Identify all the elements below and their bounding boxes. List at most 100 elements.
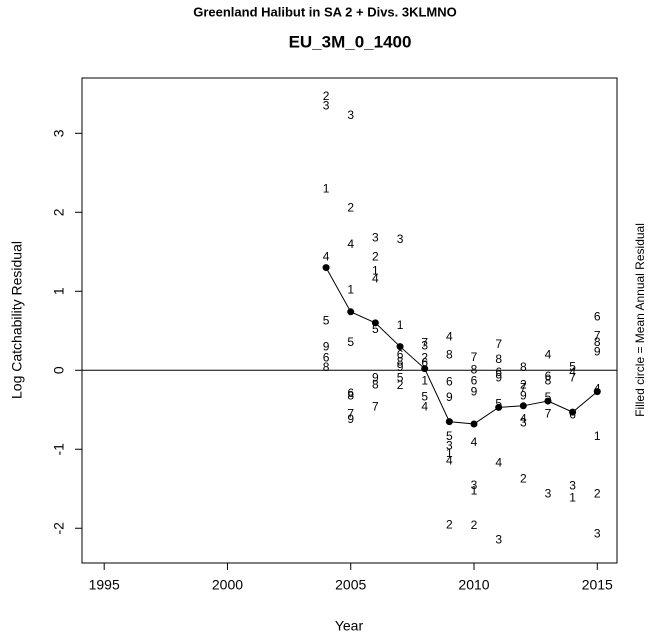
residual-label: 5 [569, 359, 576, 373]
residual-label: 7 [372, 400, 379, 414]
residual-label: 6 [397, 347, 404, 361]
residual-label: 6 [594, 310, 601, 324]
residual-label: 2 [594, 486, 601, 500]
residual-label: 7 [421, 336, 428, 350]
residual-label: 6 [347, 386, 354, 400]
residual-label: 3 [569, 479, 576, 493]
residual-label: 1 [569, 490, 576, 504]
residual-label: 1 [471, 483, 478, 497]
residual-label: 3 [495, 532, 502, 546]
residual-label: 1 [421, 373, 428, 387]
mean-point [347, 308, 355, 316]
residual-label: 4 [545, 347, 552, 361]
residual-label: 5 [545, 390, 552, 404]
residual-label: 2 [471, 518, 478, 532]
residual-label: 9 [397, 360, 404, 374]
residual-label: 6 [446, 374, 453, 388]
residual-label: 5 [446, 429, 453, 443]
residual-label: 4 [446, 329, 453, 343]
residual-label: 2 [421, 351, 428, 365]
mean-point [569, 408, 577, 416]
y-tick-label: 2 [51, 208, 67, 216]
chart-subtitle: EU_3M_0_1400 [289, 32, 412, 51]
residual-label: 5 [347, 335, 354, 349]
residual-label: 1 [372, 264, 379, 278]
x-tick-label: 2005 [335, 577, 366, 593]
right-note: Filled circle = Mean Annual Residual [633, 223, 647, 417]
residual-label: 5 [495, 396, 502, 410]
residual-label: 2 [323, 89, 330, 103]
mean-point [470, 420, 478, 428]
residual-label: 4 [495, 456, 502, 470]
residual-label: 8 [594, 335, 601, 349]
mean-point [421, 365, 429, 373]
mean-point [519, 402, 527, 410]
residual-label: 8 [545, 373, 552, 387]
residual-label: 8 [372, 377, 379, 391]
residual-label: 6 [421, 355, 428, 369]
residual-label: 2 [372, 249, 379, 263]
residual-label: 8 [520, 360, 527, 374]
residual-label: 5 [372, 322, 379, 336]
residual-label: 4 [323, 249, 330, 263]
residual-label: 9 [520, 389, 527, 403]
mean-point [371, 319, 379, 327]
residual-label: 7 [520, 381, 527, 395]
mean-point [593, 388, 601, 396]
residual-label: 7 [471, 350, 478, 364]
residual-label: 3 [446, 438, 453, 452]
residual-label: 1 [594, 429, 601, 443]
residual-label: 9 [495, 370, 502, 384]
residual-label: 1 [347, 283, 354, 297]
y-tick-label: 0 [51, 366, 67, 374]
residual-label: 5 [421, 389, 428, 403]
residual-label: 9 [323, 340, 330, 354]
residual-label: 3 [421, 339, 428, 353]
residual-label: 9 [594, 344, 601, 358]
residual-label: 2 [520, 471, 527, 485]
x-axis-label: Year [335, 618, 364, 634]
residual-label: 8 [397, 355, 404, 369]
residual-label: 6 [545, 369, 552, 383]
residual-label: 4 [446, 453, 453, 467]
residual-label: 9 [446, 390, 453, 404]
residual-label: 8 [471, 362, 478, 376]
residual-label: 8 [347, 389, 354, 403]
residual-label: 9 [347, 412, 354, 426]
residual-label: 1 [397, 318, 404, 332]
residual-label: 4 [372, 272, 379, 286]
y-axis-label: Log Catchability Residual [9, 241, 25, 399]
residual-label: 7 [495, 337, 502, 351]
chart-title: Greenland Halibut in SA 2 + Divs. 3KLMNO [193, 4, 457, 19]
mean-point [445, 418, 453, 426]
mean-line [325, 267, 598, 425]
residual-label: 3 [520, 415, 527, 429]
residual-label: 3 [471, 478, 478, 492]
residual-label: 3 [372, 231, 379, 245]
residual-label: 6 [323, 351, 330, 365]
x-tick-label: 2015 [582, 577, 613, 593]
residual-label: 2 [397, 378, 404, 392]
residual-label: 2 [446, 517, 453, 531]
residual-label: 3 [323, 99, 330, 113]
residual-label: 3 [347, 108, 354, 122]
residual-label: 4 [471, 435, 478, 449]
y-tick-label: 1 [51, 287, 67, 295]
residual-label: 7 [545, 407, 552, 421]
residual-label: 3 [594, 527, 601, 541]
residual-label: 2 [347, 201, 354, 215]
mean-point [495, 403, 503, 411]
residual-label: 2 [520, 377, 527, 391]
residual-label: 9 [372, 370, 379, 384]
residual-label: 4 [421, 400, 428, 414]
mean-point [396, 343, 404, 351]
residual-label: 1 [446, 446, 453, 460]
residual-label: 8 [323, 360, 330, 374]
residual-label: 5 [397, 370, 404, 384]
residual-label: 4 [520, 411, 527, 425]
residual-label: 7 [347, 407, 354, 421]
mean-point [544, 397, 552, 405]
y-tick-label: 3 [51, 129, 67, 137]
residual-label: 1 [323, 182, 330, 196]
residual-label: 7 [594, 328, 601, 342]
